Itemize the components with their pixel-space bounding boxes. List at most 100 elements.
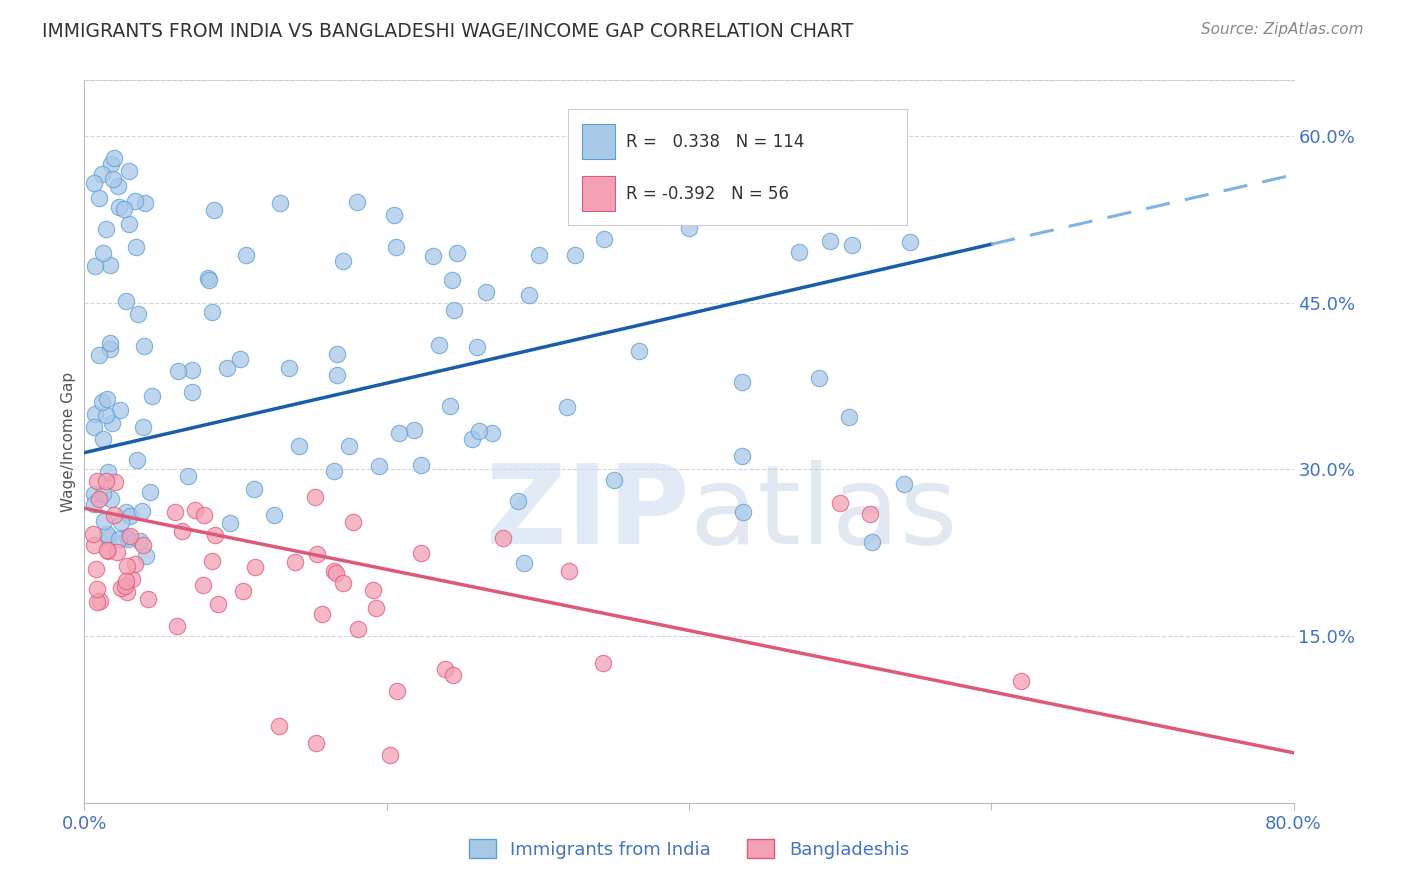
Point	[96, 392, 118, 406]
Point	[100, 491, 122, 506]
Point	[527, 247, 550, 261]
Point	[305, 736, 328, 750]
Point	[388, 426, 411, 441]
Point	[325, 368, 347, 382]
Point	[124, 194, 146, 209]
Point	[91, 395, 114, 409]
Point	[108, 201, 131, 215]
Point	[465, 340, 488, 354]
Point	[184, 503, 207, 517]
Point	[136, 591, 159, 606]
Point	[830, 496, 852, 510]
Text: ZIP: ZIP	[485, 460, 689, 567]
Point	[731, 375, 754, 389]
Point	[110, 515, 132, 529]
Legend: Immigrants from India, Bangladeshis: Immigrants from India, Bangladeshis	[461, 832, 917, 866]
Point	[219, 516, 242, 531]
Point	[134, 195, 156, 210]
Point	[731, 449, 754, 463]
Point	[98, 258, 121, 272]
Point	[860, 535, 883, 549]
Point	[232, 583, 254, 598]
Point	[181, 363, 204, 377]
Point	[172, 524, 194, 538]
Point	[207, 597, 229, 611]
Point	[117, 559, 139, 574]
Point	[83, 419, 105, 434]
Point	[305, 547, 328, 561]
Point	[787, 245, 810, 260]
Point	[592, 656, 614, 670]
Point	[87, 492, 110, 507]
Point	[105, 545, 128, 559]
Point	[361, 583, 384, 598]
Point	[114, 579, 136, 593]
Point	[337, 439, 360, 453]
Point	[512, 556, 534, 570]
Point	[427, 338, 450, 352]
Point	[118, 217, 141, 231]
Point	[235, 248, 257, 262]
Point	[91, 487, 114, 501]
Point	[84, 259, 107, 273]
Point	[96, 222, 118, 236]
Point	[411, 546, 433, 560]
Point	[127, 307, 149, 321]
Point	[181, 384, 204, 399]
Point	[284, 555, 307, 569]
Point	[898, 235, 921, 250]
Point	[332, 576, 354, 591]
Point	[115, 530, 138, 544]
Point	[288, 439, 311, 453]
Point	[89, 593, 111, 607]
Point	[125, 453, 148, 467]
Point	[87, 191, 110, 205]
Point	[893, 477, 915, 491]
Point	[434, 662, 457, 676]
Point	[167, 364, 190, 378]
Point	[132, 420, 155, 434]
Point	[243, 560, 266, 574]
Point	[347, 622, 370, 636]
Point	[191, 577, 214, 591]
Point	[1011, 673, 1033, 688]
Point	[311, 607, 333, 621]
Point	[96, 527, 118, 541]
Y-axis label: Wage/Income Gap: Wage/Income Gap	[60, 371, 76, 512]
Point	[117, 585, 139, 599]
Point	[193, 508, 215, 522]
Point	[364, 601, 387, 615]
Point	[439, 399, 461, 413]
Point	[368, 459, 391, 474]
Point	[411, 458, 433, 473]
Point	[101, 171, 124, 186]
Point	[96, 543, 118, 558]
Text: IMMIGRANTS FROM INDIA VS BANGLADESHI WAGE/INCOME GAP CORRELATION CHART: IMMIGRANTS FROM INDIA VS BANGLADESHI WAG…	[42, 22, 853, 41]
Point	[163, 505, 186, 519]
Point	[441, 668, 464, 682]
Point	[107, 178, 129, 193]
Point	[385, 240, 408, 254]
Point	[110, 402, 132, 417]
Point	[278, 360, 301, 375]
Point	[141, 389, 163, 403]
Point	[86, 582, 108, 596]
Point	[603, 474, 626, 488]
Point	[97, 465, 120, 479]
Point	[269, 719, 291, 733]
Point	[201, 554, 224, 568]
Point	[83, 538, 105, 552]
Point	[215, 360, 238, 375]
Point	[422, 248, 444, 262]
Point	[818, 234, 841, 248]
Point	[139, 485, 162, 500]
Point	[808, 371, 831, 385]
Point	[135, 549, 157, 563]
Point	[564, 248, 586, 262]
Point	[112, 202, 135, 217]
Point	[200, 305, 222, 319]
Point	[229, 352, 252, 367]
Point	[118, 508, 141, 523]
Point	[87, 348, 110, 362]
Point	[468, 424, 491, 438]
